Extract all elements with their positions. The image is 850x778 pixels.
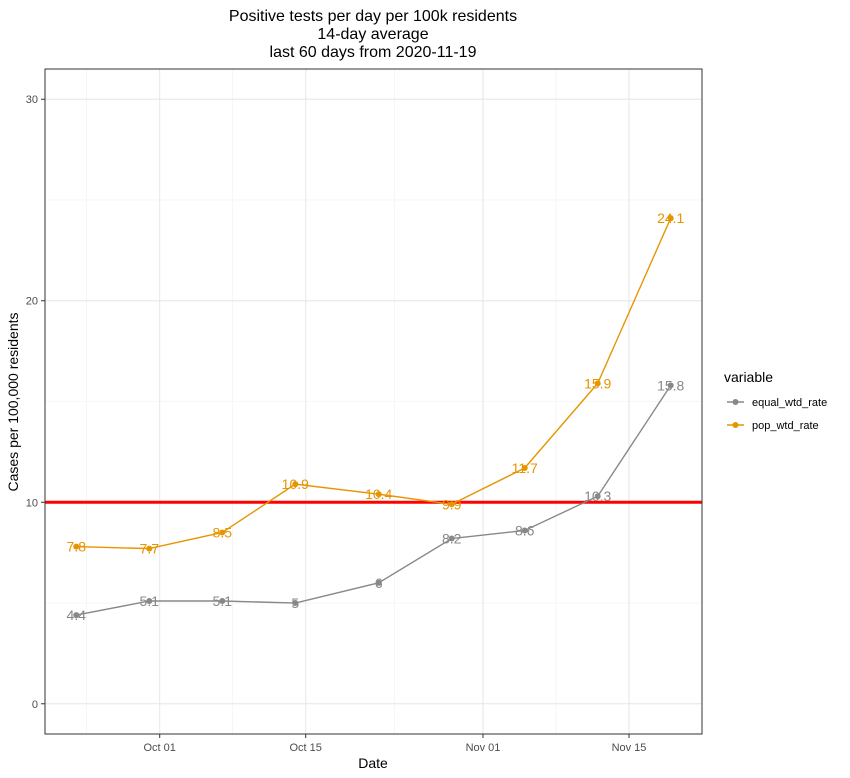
data-label: 15.9 <box>584 375 611 391</box>
data-label: 11.7 <box>512 460 538 476</box>
data-label: 5 <box>291 595 299 611</box>
data-point <box>219 529 226 536</box>
legend-item-pop_wtd_rate: pop_wtd_rate <box>727 420 819 432</box>
x-tick-label: Nov 01 <box>466 742 501 754</box>
x-axis-title: Date <box>358 755 388 771</box>
title-line-2: 14-day average <box>317 26 428 43</box>
y-tick-label: 30 <box>26 94 38 106</box>
data-point <box>292 481 299 488</box>
data-label: 5.1 <box>140 593 160 609</box>
title-line-3: last 60 days from 2020-11-19 <box>270 44 477 61</box>
data-point <box>594 493 601 500</box>
data-label: 8.5 <box>213 524 233 540</box>
series-layer: 4.4 5.1 5.1 5 6 8.2 8.6 10.3 15.8 7.8 7.7 8.5 10.9 10… <box>67 210 685 623</box>
data-point <box>448 535 455 542</box>
plot-panel-border <box>44 68 703 735</box>
data-point <box>667 382 674 389</box>
data-label: 10.9 <box>282 476 309 492</box>
chart-title: Positive tests per day per 100k resident… <box>229 8 517 61</box>
axis-layer: 0 10 20 30 Oct 01 Oct 15 Nov 01 Nov 15 <box>26 94 647 754</box>
x-tick-label: Oct 01 <box>144 742 176 754</box>
data-label: 8.2 <box>442 531 462 547</box>
data-point <box>375 579 382 586</box>
legend-label: equal_wtd_rate <box>752 397 827 409</box>
data-point <box>73 543 80 550</box>
data-point <box>448 501 455 508</box>
legend-title: variable <box>724 369 773 385</box>
legend-label: pop_wtd_rate <box>752 420 819 432</box>
data-point <box>146 545 153 552</box>
data-label: 10.4 <box>365 486 392 502</box>
data-label: 7.8 <box>67 539 87 555</box>
y-tick-label: 10 <box>26 497 38 509</box>
legend-item-equal_wtd_rate: equal_wtd_rate <box>727 397 827 409</box>
legend: variable equal_wtd_rate pop_wtd_rate <box>724 369 827 432</box>
data-label: 15.8 <box>657 377 684 393</box>
y-tick-label: 20 <box>26 296 38 308</box>
data-point <box>375 491 382 498</box>
x-tick-label: Oct 15 <box>290 742 322 754</box>
title-line-1: Positive tests per day per 100k resident… <box>229 8 517 25</box>
data-point <box>73 612 80 619</box>
data-label: 10.3 <box>584 488 611 504</box>
data-label: 24.1 <box>657 210 684 226</box>
data-label: 6 <box>375 575 383 591</box>
data-point <box>146 598 153 604</box>
legend-key-point <box>732 399 739 405</box>
x-tick-label: Nov 15 <box>612 742 647 754</box>
data-point <box>521 465 528 471</box>
data-label: 4.4 <box>67 607 87 623</box>
data-point <box>667 215 674 222</box>
series-pop_wtd_rate: 7.8 7.7 8.5 10.9 10.4 9.9 11.7 15.9 24.1 <box>67 210 685 556</box>
data-label: 8.6 <box>515 522 535 538</box>
data-point <box>219 598 226 604</box>
y-axis-title: Cases per 100,000 residents <box>5 313 21 492</box>
series-equal_wtd_rate: 4.4 5.1 5.1 5 6 8.2 8.6 10.3 15.8 <box>67 377 685 623</box>
data-point <box>292 600 299 607</box>
y-tick-label: 0 <box>32 699 38 711</box>
data-point <box>521 527 528 534</box>
data-point <box>594 380 601 387</box>
legend-key-point <box>732 422 739 428</box>
data-label: 7.7 <box>140 541 160 557</box>
data-label: 5.1 <box>213 593 233 609</box>
data-label: 9.9 <box>442 496 462 512</box>
